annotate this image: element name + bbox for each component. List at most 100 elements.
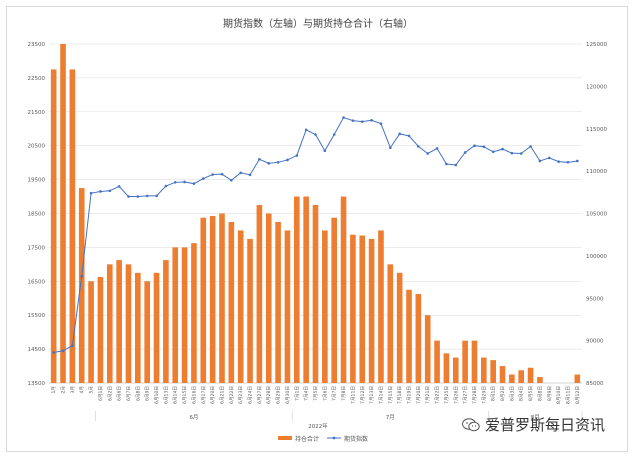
bar xyxy=(60,44,66,383)
bar xyxy=(424,315,431,383)
x-tick-label: 8月8日 xyxy=(537,386,543,401)
x-tick-label: 6月2日 xyxy=(107,386,113,401)
bar xyxy=(135,272,141,383)
left-tick-label: 20500 xyxy=(28,144,46,150)
x-tick-label: 8月5日 xyxy=(528,386,534,401)
line-point xyxy=(286,158,289,162)
x-tick-label: 6月27日 xyxy=(257,386,263,404)
x-axis-groups: 6月 7月 8月 xyxy=(95,411,583,421)
line-point xyxy=(547,156,551,160)
right-tick-label: 120000 xyxy=(586,84,607,90)
bar xyxy=(499,366,506,383)
x-axis-labels: 1月 2月 3月 4月 5月 6月1日 6月2日 6月6日 6月7日 6月8日 6月9日 6月10日 6… xyxy=(51,386,581,404)
line-point xyxy=(127,195,130,198)
line-point xyxy=(389,146,392,150)
left-tick-label: 15500 xyxy=(28,313,46,319)
line-point xyxy=(314,133,317,136)
legend: 持仓合计 期货指数 xyxy=(278,435,368,443)
bar xyxy=(481,357,487,383)
right-tick-label: 90000 xyxy=(586,339,604,345)
bar xyxy=(275,221,281,383)
bar xyxy=(209,216,216,383)
bar xyxy=(322,230,328,383)
x-tick-label: 6月24日 xyxy=(248,386,254,404)
line-point xyxy=(71,344,74,348)
x-tick-label: 7月15日 xyxy=(388,386,394,404)
line-point xyxy=(332,133,336,136)
watermark: 爱普罗斯每日资讯 xyxy=(461,414,605,435)
line-point xyxy=(183,180,186,184)
bar xyxy=(144,281,150,383)
left-tick-label: 17500 xyxy=(28,245,46,251)
x-tick-label: 7月4日 xyxy=(304,386,310,401)
line-point xyxy=(304,128,308,132)
line-point xyxy=(351,119,355,122)
bar xyxy=(106,264,113,383)
line-point xyxy=(463,151,467,154)
line-point xyxy=(473,144,476,147)
line-point xyxy=(173,181,177,184)
left-axis-labels: 13500 14500 15500 16500 17500 18500 19500 20500… xyxy=(28,42,46,387)
bar xyxy=(284,230,291,383)
bar xyxy=(303,196,309,383)
x-tick-label: 6月17日 xyxy=(201,386,207,404)
right-axis-labels: 85000 90000 95000 100000 105000 110000 115000 1… xyxy=(586,42,607,387)
x-tick-label: 6月10日 xyxy=(154,386,160,404)
line-point xyxy=(519,152,523,155)
bar xyxy=(293,196,300,383)
bar xyxy=(125,264,132,383)
x-tick-label: 7月12日 xyxy=(360,386,366,404)
x-tick-label: 6月20日 xyxy=(210,386,216,404)
line-point xyxy=(201,177,205,180)
bar xyxy=(415,294,422,383)
line-point xyxy=(89,191,93,195)
bar xyxy=(116,260,122,383)
x-tick-label: 6月13日 xyxy=(163,386,169,404)
line-point xyxy=(491,150,495,154)
right-tick-label: 125000 xyxy=(586,42,607,48)
bar xyxy=(350,234,356,383)
combo-chart: 期货指数（左轴）与期货持仓合计（右轴） 13500 14500 15500 16500… xyxy=(28,17,608,443)
x-tick-label: 8月11日 xyxy=(565,386,571,404)
x-tick-label: 1月 xyxy=(51,386,57,394)
bar xyxy=(237,230,244,383)
bar xyxy=(434,340,440,383)
bar xyxy=(78,188,85,383)
line-point xyxy=(445,162,448,166)
bar xyxy=(527,367,534,383)
bar xyxy=(509,374,515,383)
x-tick-label: 7月25日 xyxy=(444,386,450,404)
x-tick-label: 6月15日 xyxy=(182,386,188,404)
x-tick-label: 6月22日 xyxy=(229,386,235,404)
line-point xyxy=(164,184,168,188)
bar xyxy=(396,272,403,383)
x-tick-label: 7月26日 xyxy=(453,386,459,404)
bar xyxy=(490,360,496,383)
line-point xyxy=(136,195,140,198)
bar xyxy=(312,205,319,383)
x-tick-label: 6月6日 xyxy=(117,386,123,401)
bar xyxy=(88,281,94,383)
right-tick-label: 85000 xyxy=(586,381,604,387)
line-point xyxy=(407,134,411,138)
x-tick-label: 8月12日 xyxy=(575,386,581,404)
x-tick-label: 6月29日 xyxy=(276,386,282,404)
right-tick-label: 105000 xyxy=(586,212,607,218)
left-tick-label: 18500 xyxy=(28,212,46,218)
line-point xyxy=(99,190,102,193)
line-point xyxy=(342,116,345,119)
line-point xyxy=(398,132,401,136)
x-tick-label: 6月23日 xyxy=(238,386,244,404)
x-tick-label: 7月1日 xyxy=(294,386,300,401)
bar xyxy=(181,247,188,383)
x-tick-label: 7月18日 xyxy=(397,386,403,404)
bar xyxy=(219,213,225,383)
x-tick-label: 8月9日 xyxy=(547,386,553,401)
x-tick-label: 6月28日 xyxy=(266,386,272,404)
left-tick-label: 19500 xyxy=(28,178,46,184)
bar xyxy=(247,238,253,383)
bar xyxy=(163,260,169,383)
line-point xyxy=(220,172,224,176)
line-point xyxy=(295,154,299,157)
x-tick-label: 7月5日 xyxy=(313,386,319,401)
